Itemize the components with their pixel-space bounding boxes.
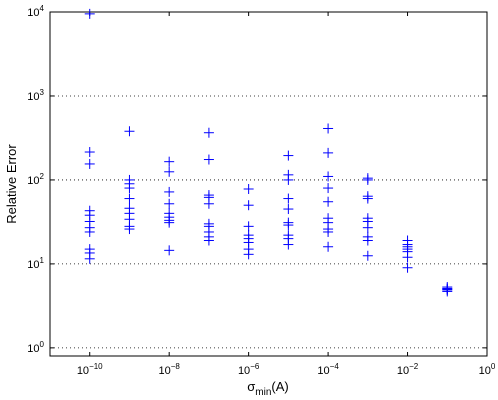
data-points (84, 8, 453, 297)
x-tick-label: 10−2 (397, 362, 419, 377)
data-point (323, 183, 334, 194)
data-point (323, 241, 334, 252)
data-point (124, 193, 135, 204)
plot-frame (49, 11, 488, 357)
data-point (84, 147, 95, 158)
data-point (164, 217, 175, 228)
y-tick-label: 104 (27, 4, 44, 19)
data-point (164, 166, 175, 177)
data-point (243, 183, 254, 194)
data-point (283, 220, 294, 231)
data-point (283, 150, 294, 161)
data-point (203, 198, 214, 209)
x-tick-labels: 10−10 10−8 10−6 10−4 10−2 100 (77, 362, 496, 377)
y-tick-label: 101 (27, 256, 44, 271)
data-point (402, 262, 413, 273)
data-point (283, 239, 294, 250)
data-point (84, 8, 95, 19)
data-point (362, 174, 373, 185)
x-tick-label: 10−6 (238, 362, 260, 377)
y-axis-label: Relative Error (4, 144, 19, 224)
data-point (243, 249, 254, 260)
data-point (203, 154, 214, 165)
data-point (203, 235, 214, 246)
data-point (362, 250, 373, 261)
data-point (203, 127, 214, 138)
data-point (323, 226, 334, 237)
y-tick-label: 100 (27, 340, 44, 355)
data-point (323, 123, 334, 134)
data-point (402, 252, 413, 263)
data-point (323, 171, 334, 182)
x-axis-label: σmin(A) (247, 379, 289, 398)
data-point (362, 222, 373, 233)
data-point (283, 204, 294, 215)
data-point (164, 186, 175, 197)
data-point (323, 196, 334, 207)
data-point (164, 245, 175, 256)
data-point (124, 126, 135, 137)
data-point (164, 198, 175, 209)
data-point (84, 253, 95, 264)
data-point (164, 156, 175, 167)
data-point (243, 221, 254, 232)
data-point (243, 200, 254, 211)
data-point (124, 224, 135, 235)
data-point (362, 193, 373, 204)
data-point (84, 158, 95, 169)
data-point (283, 174, 294, 185)
x-tick-label: 100 (479, 362, 496, 377)
data-point (84, 226, 95, 237)
y-tick-label: 102 (27, 172, 44, 187)
data-point (323, 147, 334, 158)
data-point (442, 286, 453, 297)
grid-lines (50, 95, 487, 349)
data-point (124, 183, 135, 194)
data-point (283, 193, 294, 204)
y-tick-labels: 100 101 102 103 104 (27, 4, 44, 355)
axis-ticks (50, 11, 488, 356)
x-tick-label: 10−10 (77, 362, 103, 377)
x-tick-label: 10−8 (158, 362, 180, 377)
x-tick-label: 10−4 (317, 362, 339, 377)
data-point (362, 235, 373, 246)
y-tick-label: 103 (27, 88, 44, 103)
